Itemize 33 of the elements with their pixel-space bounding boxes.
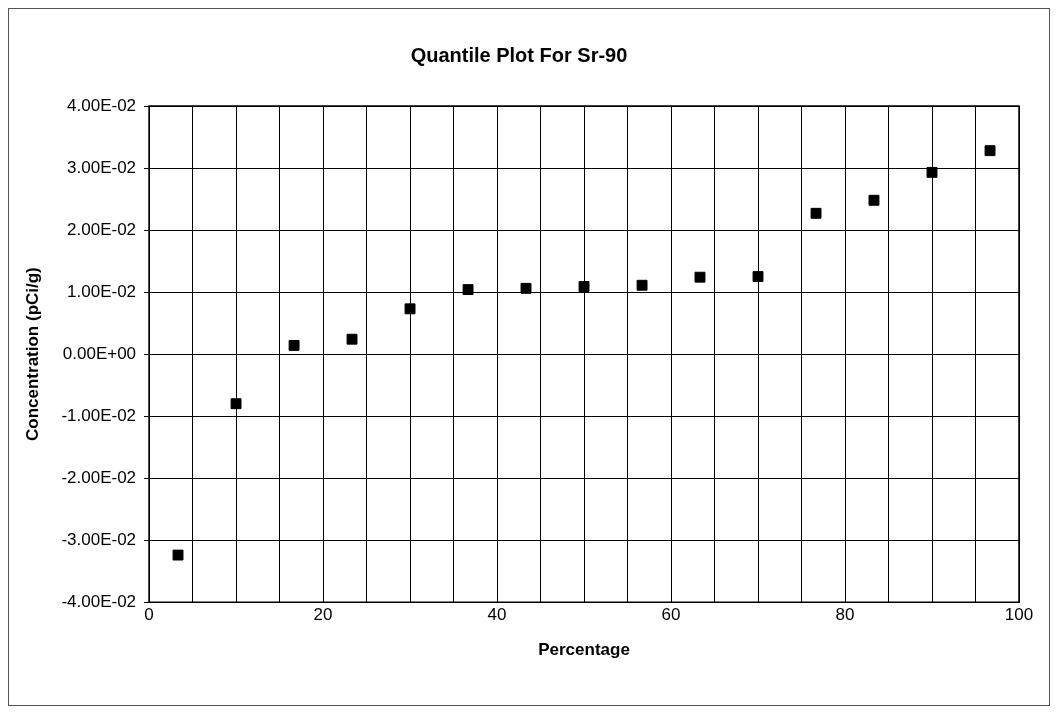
point <box>984 145 996 157</box>
y-tick-label: 0.00E+00 <box>62 343 137 363</box>
chart-title: Quantile Plot For Sr-90 <box>410 43 628 66</box>
x-tick-label: 0 <box>144 605 154 625</box>
y-tick-label: -1.00E-02 <box>61 405 137 425</box>
y-tick-label: 4.00E-02 <box>67 95 137 115</box>
point <box>636 279 648 291</box>
x-tick-label: 100 <box>1004 605 1034 625</box>
point <box>462 284 474 296</box>
point <box>288 339 300 351</box>
point <box>752 271 764 283</box>
x-tick-label: 80 <box>835 605 855 625</box>
point <box>810 207 822 219</box>
point <box>404 303 416 315</box>
point <box>578 281 590 292</box>
point <box>172 549 184 561</box>
y-tick-label: 3.00E-02 <box>67 157 137 177</box>
point <box>926 166 938 178</box>
y-tick-label: -3.00E-02 <box>61 529 137 549</box>
y-tick-label: 2.00E-02 <box>67 219 137 239</box>
point <box>230 398 242 410</box>
y-tick-label: -2.00E-02 <box>61 467 137 487</box>
point <box>868 194 880 206</box>
x-tick-label: 20 <box>313 605 333 625</box>
y-tick-label: 1.00E-02 <box>67 281 137 301</box>
point <box>694 271 706 283</box>
point <box>346 333 358 345</box>
x-tick-label: 40 <box>487 605 507 625</box>
x-tick-label: 60 <box>661 605 681 625</box>
x-axis-title: Percentage <box>538 640 630 660</box>
y-axis-title: Concentration (pCi/g) <box>22 267 42 441</box>
point <box>520 282 532 294</box>
y-tick-label: -4.00E-02 <box>61 591 137 611</box>
